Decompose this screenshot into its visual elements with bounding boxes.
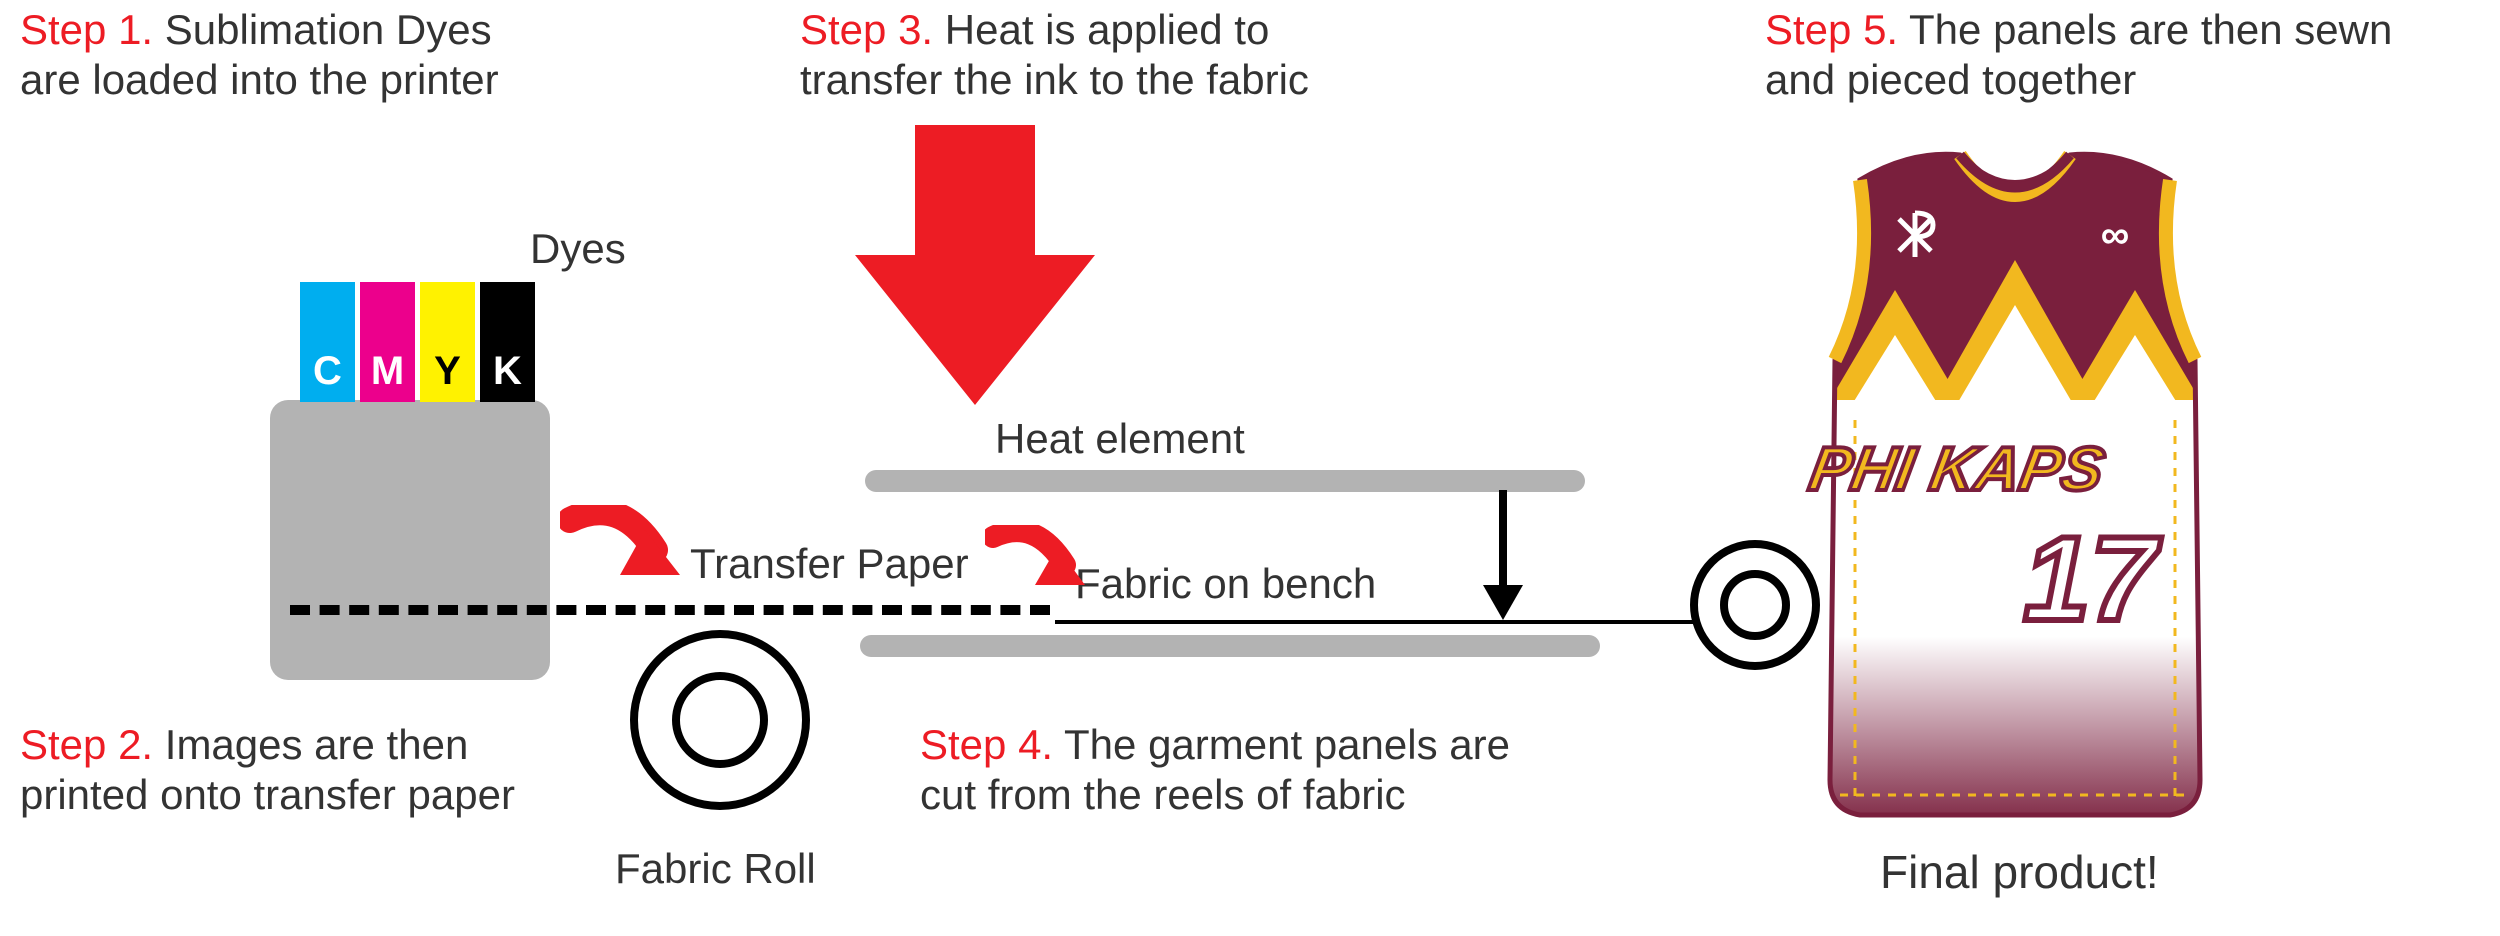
jersey-number: 17 (2023, 512, 2162, 646)
dye-black: K (480, 282, 535, 402)
step-4-caption: Step 4. The garment panels are cut from … (920, 720, 1560, 821)
jersey-logo-right: ∞ (2101, 213, 2130, 257)
step-1-caption: Step 1. Sublimation Dyes are loaded into… (20, 5, 560, 106)
jersey-team-text: PHI KAPS (1804, 434, 2109, 503)
dye-magenta-letter: M (371, 349, 404, 402)
step-2-num: Step 2. (20, 721, 153, 768)
fabric-roll-left-inner (672, 672, 768, 768)
fabric-roll-right-inner (1720, 570, 1790, 640)
transfer-to-bench-arrow-icon (985, 525, 1085, 615)
dye-cyan: C (300, 282, 355, 402)
step-5-caption: Step 5. The panels are then sewn and pie… (1765, 5, 2405, 106)
step-4-num: Step 4. (920, 721, 1053, 768)
dye-black-letter: K (493, 349, 522, 402)
printer-to-transfer-arrow-icon (560, 505, 680, 605)
jersey-illustration: ∞ PHI KAPS 17 (1800, 140, 2230, 830)
dye-yellow: Y (420, 282, 475, 402)
transfer-paper-dashed-line (290, 605, 1050, 615)
dyes-label: Dyes (530, 225, 626, 273)
heat-arrow-icon (855, 125, 1095, 405)
printer-body (270, 400, 550, 680)
step-3-caption: Step 3. Heat is applied to transfer the … (800, 5, 1400, 106)
dye-magenta: M (360, 282, 415, 402)
final-product-label: Final product! (1880, 845, 2159, 899)
step-5-num: Step 5. (1765, 6, 1898, 53)
dye-yellow-letter: Y (434, 349, 461, 402)
fabric-on-bench-label: Fabric on bench (1075, 560, 1376, 608)
down-arrow-icon (1478, 490, 1528, 620)
fabric-line (1055, 620, 1735, 624)
step-2-caption: Step 2. Images are then printed onto tra… (20, 720, 560, 821)
heat-element-label: Heat element (995, 415, 1245, 463)
fabric-roll-label: Fabric Roll (615, 845, 816, 893)
heat-element-bar (865, 470, 1585, 492)
step-1-num: Step 1. (20, 6, 153, 53)
dye-cyan-letter: C (313, 349, 342, 402)
bench-bar (860, 635, 1600, 657)
transfer-paper-label: Transfer Paper (690, 540, 969, 588)
step-3-num: Step 3. (800, 6, 933, 53)
